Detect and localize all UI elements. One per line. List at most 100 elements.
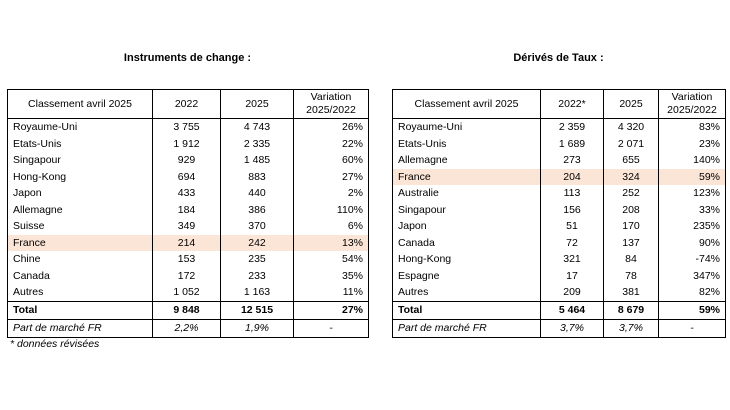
value-cell: -74% [658, 251, 726, 268]
value-cell: 2% [293, 185, 369, 202]
row-label: Total [392, 300, 541, 319]
value-cell: 13% [293, 234, 369, 251]
value-cell: 3,7% [603, 318, 659, 337]
column-header: Classement avril 2025 [7, 89, 153, 119]
table-row: Singapour 156 208 33% [392, 201, 726, 218]
header-row: Classement avril 2025 2022 2025 Variation 2… [7, 89, 369, 119]
value-cell: 51 [540, 218, 604, 235]
value-cell: 54% [293, 251, 369, 268]
row-label: France [392, 168, 541, 185]
rates-ranking-table: Classement avril 2025 2022* 2025 Variation … [392, 89, 726, 338]
fx-table-title: Instruments de change : [123, 52, 252, 64]
table-row: Japon 51 170 235% [392, 218, 726, 235]
table-row: Hong-Kong 694 883 27% [7, 168, 369, 185]
table-row: Royaume-Uni 3 755 4 743 26% [7, 118, 369, 136]
table-row: Autres 209 381 82% [392, 284, 726, 301]
value-cell: 17 [540, 267, 604, 284]
value-cell: 204 [540, 168, 604, 185]
table-row: Espagne 17 78 347% [392, 267, 726, 284]
value-cell: 1 052 [152, 284, 221, 301]
row-label: Part de marché FR [392, 318, 541, 337]
value-cell: 27% [293, 168, 369, 185]
rates-table-title: Dérivés de Taux : [513, 52, 604, 64]
row-label: Autres [392, 284, 541, 301]
table-row: Canada 172 233 35% [7, 267, 369, 284]
value-cell: 386 [220, 201, 294, 218]
value-cell: 184 [152, 201, 221, 218]
table-row: Chine 153 235 54% [7, 251, 369, 268]
value-cell: 137 [603, 234, 659, 251]
table-row: Etats-Unis 1 689 2 071 23% [392, 135, 726, 152]
value-cell: 11% [293, 284, 369, 301]
table-row: Allemagne 184 386 110% [7, 201, 369, 218]
column-header: 2025 [603, 89, 659, 119]
row-label: Espagne [392, 267, 541, 284]
value-cell: 235 [220, 251, 294, 268]
value-cell: 242 [220, 234, 294, 251]
value-cell: 172 [152, 267, 221, 284]
row-label: Etats-Unis [7, 135, 153, 152]
table-row: Australie 113 252 123% [392, 185, 726, 202]
value-cell: 252 [603, 185, 659, 202]
row-label: Allemagne [392, 152, 541, 169]
value-cell: 235% [658, 218, 726, 235]
value-cell: 35% [293, 267, 369, 284]
value-cell: 60% [293, 152, 369, 169]
value-cell: - [293, 318, 369, 337]
value-cell: 1 163 [220, 284, 294, 301]
row-label: Etats-Unis [392, 135, 541, 152]
table-row: Japon 433 440 2% [7, 185, 369, 202]
column-header: Variation 2025/2022 [658, 89, 726, 119]
value-cell: 33% [658, 201, 726, 218]
row-label: Singapour [7, 152, 153, 169]
value-cell: 381 [603, 284, 659, 301]
value-cell: 3,7% [540, 318, 604, 337]
value-cell: 156 [540, 201, 604, 218]
value-cell: 1,9% [220, 318, 294, 337]
value-cell: 110% [293, 201, 369, 218]
value-cell: 694 [152, 168, 221, 185]
value-cell: 440 [220, 185, 294, 202]
value-cell: 2 071 [603, 135, 659, 152]
table-row: Royaume-Uni 2 359 4 320 83% [392, 118, 726, 136]
table-row: France 214 242 13% [7, 234, 369, 251]
value-cell: - [658, 318, 726, 337]
value-cell: 72 [540, 234, 604, 251]
table-row: France 204 324 59% [392, 168, 726, 185]
table-row: Autres 1 052 1 163 11% [7, 284, 369, 301]
row-label: Autres [7, 284, 153, 301]
total-row: Total 5 464 8 679 59% [392, 300, 726, 319]
value-cell: 1 912 [152, 135, 221, 152]
value-cell: 1 485 [220, 152, 294, 169]
row-label: Royaume-Uni [7, 118, 153, 136]
value-cell: 2 359 [540, 118, 604, 136]
table-row: Hong-Kong 321 84 -74% [392, 251, 726, 268]
value-cell: 59% [658, 168, 726, 185]
value-cell: 23% [658, 135, 726, 152]
value-cell: 12 515 [220, 300, 294, 319]
value-cell: 209 [540, 284, 604, 301]
header-row: Classement avril 2025 2022* 2025 Variation … [392, 89, 726, 119]
row-label: Chine [7, 251, 153, 268]
value-cell: 27% [293, 300, 369, 319]
row-label: Japon [392, 218, 541, 235]
column-header: Classement avril 2025 [392, 89, 541, 119]
table-row: Etats-Unis 1 912 2 335 22% [7, 135, 369, 152]
column-header: 2022* [540, 89, 604, 119]
value-cell: 170 [603, 218, 659, 235]
value-cell: 883 [220, 168, 294, 185]
value-cell: 153 [152, 251, 221, 268]
table-row: Canada 72 137 90% [392, 234, 726, 251]
value-cell: 2 335 [220, 135, 294, 152]
total-row: Total 9 848 12 515 27% [7, 300, 369, 319]
row-label: Hong-Kong [392, 251, 541, 268]
value-cell: 321 [540, 251, 604, 268]
value-cell: 22% [293, 135, 369, 152]
value-cell: 140% [658, 152, 726, 169]
value-cell: 214 [152, 234, 221, 251]
market-share-row: Part de marché FR 2,2% 1,9% - [7, 318, 369, 337]
row-label: Hong-Kong [7, 168, 153, 185]
value-cell: 9 848 [152, 300, 221, 319]
row-label: Suisse [7, 218, 153, 235]
